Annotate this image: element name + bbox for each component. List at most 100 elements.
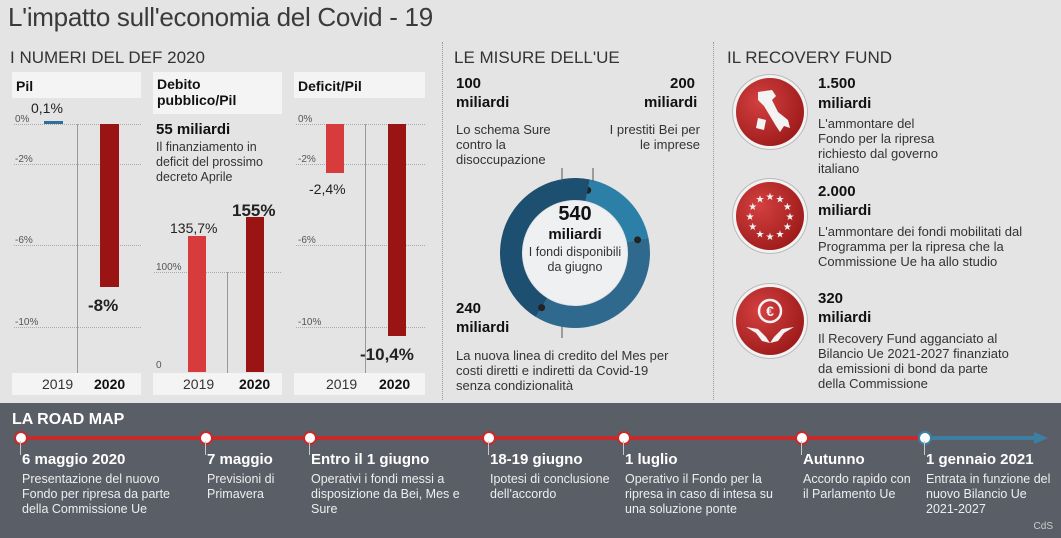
roadmap-dot bbox=[14, 431, 28, 445]
roadmap-item: 7 maggio Previsioni di Primavera bbox=[207, 451, 299, 502]
roadmap-item: 18-19 giugno Ipotesi di conclusione dell… bbox=[490, 451, 610, 502]
roadmap-tick bbox=[20, 441, 21, 455]
section-title-def: I NUMERI DEL DEF 2020 bbox=[10, 48, 205, 67]
roadmap-item: Autunno Accordo rapido con il Parlamento… bbox=[803, 451, 913, 502]
recovery-text: L'ammontare dei fondi mobilitati dal Pro… bbox=[818, 224, 1023, 269]
tick-label: -6% bbox=[298, 235, 316, 246]
donut-center-text: I fondi disponibili da giugno bbox=[528, 245, 622, 274]
star-glyph: ★ bbox=[776, 195, 785, 206]
gridline bbox=[154, 272, 281, 273]
roadmap-tick bbox=[488, 441, 489, 455]
roadmap-date: 18-19 giugno bbox=[490, 451, 583, 468]
roadmap-date: 7 maggio bbox=[207, 451, 273, 468]
tick-label: -6% bbox=[15, 235, 33, 246]
roadmap-item: 6 maggio 2020 Presentazione del nuovo Fo… bbox=[22, 451, 192, 517]
roadmap-text: Entrata in funzione del nuovo Bilancio U… bbox=[926, 472, 1051, 516]
recovery-unit: miliardi bbox=[818, 202, 872, 219]
star-glyph: ★ bbox=[748, 202, 757, 213]
donut-center-unit: miliardi bbox=[548, 226, 602, 243]
roadmap-text: Presentazione del nuovo Fondo per ripres… bbox=[22, 472, 171, 516]
euro-hands-icon: € bbox=[736, 287, 804, 355]
star-glyph: ★ bbox=[746, 212, 755, 223]
data-label-2019: 135,7% bbox=[170, 220, 218, 236]
roadmap-tick bbox=[205, 441, 206, 455]
recovery-text: L'ammontare del Fondo per la ripresa ric… bbox=[818, 116, 938, 176]
roadmap-tick bbox=[924, 441, 925, 455]
roadmap-text: Ipotesi di conclusione dell'accordo bbox=[490, 472, 610, 501]
roadmap-title: LA ROAD MAP bbox=[12, 411, 125, 428]
roadmap-dot bbox=[918, 431, 932, 445]
bar-2019 bbox=[188, 236, 206, 372]
arrow-right-icon bbox=[1034, 432, 1048, 444]
page-title: L'impatto sull'economia del Covid - 19 bbox=[8, 2, 433, 32]
slice-unit: miliardi bbox=[644, 94, 698, 111]
roadmap-date: 6 maggio 2020 bbox=[22, 451, 126, 468]
gridline bbox=[296, 124, 425, 125]
x-tick-label: 2020 bbox=[239, 376, 271, 392]
roadmap-item: Entro il 1 giugno Operativi i fondi mess… bbox=[311, 451, 471, 517]
x-tick-label: 2020 bbox=[379, 376, 411, 392]
bar-2019 bbox=[44, 121, 63, 124]
axis-line bbox=[365, 124, 366, 374]
slice-marker bbox=[634, 236, 642, 244]
tick-label: -10% bbox=[298, 317, 322, 328]
slice-text: I prestiti Bei per le imprese bbox=[609, 122, 700, 152]
italy-map-icon bbox=[736, 78, 804, 146]
slice-text: La nuova linea di credito del Mes per co… bbox=[456, 348, 669, 393]
star-glyph: ★ bbox=[756, 229, 765, 240]
data-label-2020: 155% bbox=[232, 201, 276, 220]
roadmap-dot bbox=[795, 431, 809, 445]
roadmap-date: 1 gennaio 2021 bbox=[926, 451, 1034, 468]
data-label-2020: -10,4% bbox=[360, 345, 414, 364]
x-tick-label: 2019 bbox=[183, 376, 215, 392]
slice-unit: miliardi bbox=[456, 94, 510, 111]
donut-chart bbox=[499, 168, 650, 338]
roadmap-date: Autunno bbox=[803, 451, 865, 468]
tick-label: -10% bbox=[15, 317, 39, 328]
recovery-value: 1.500 bbox=[818, 75, 856, 92]
roadmap-text: Operativo il Fondo per la ripresa in cas… bbox=[625, 472, 773, 516]
star-glyph: ★ bbox=[776, 229, 785, 240]
axis-line bbox=[227, 272, 228, 374]
data-label-2019: -2,4% bbox=[309, 181, 346, 197]
divider-right bbox=[713, 42, 714, 400]
x-tick-label: 2019 bbox=[42, 376, 74, 392]
slice-value: 240 bbox=[456, 300, 482, 317]
divider-left bbox=[442, 42, 443, 400]
recovery-value: 320 bbox=[818, 290, 844, 307]
recovery-text: Il Recovery Fund agganciato al Bilancio … bbox=[818, 331, 1009, 391]
eu-stars-icon: ★ ★ ★ ★ ★ ★ ★ ★ ★ ★ ★ ★ bbox=[736, 182, 804, 250]
roadmap-tick bbox=[309, 441, 310, 455]
donut-slice bbox=[585, 179, 649, 243]
tick-label: 100% bbox=[156, 262, 182, 273]
debt-note-value: 55 miliardi bbox=[156, 121, 231, 138]
recovery-unit: miliardi bbox=[818, 309, 872, 326]
donut-slice bbox=[535, 237, 650, 328]
roadmap-line-future bbox=[924, 436, 1036, 440]
roadmap-dot bbox=[482, 431, 496, 445]
slice-value: 200 bbox=[670, 75, 696, 92]
bar-2020 bbox=[246, 217, 264, 372]
data-label-2020: -8% bbox=[88, 296, 119, 315]
section-title-ue: LE MISURE DELL'UE bbox=[454, 48, 620, 67]
recovery-unit: miliardi bbox=[818, 95, 872, 112]
star-glyph: ★ bbox=[783, 202, 792, 213]
axis-line bbox=[77, 124, 78, 374]
roadmap-item: 1 luglio Operativo il Fondo per la ripre… bbox=[625, 451, 790, 517]
gridline bbox=[296, 164, 425, 165]
donut-center: 540 miliardi I fondi disponibili da giug… bbox=[527, 203, 623, 275]
roadmap-tick bbox=[623, 441, 624, 455]
bar-2020 bbox=[100, 124, 119, 288]
tick-label: 0% bbox=[298, 114, 313, 125]
roadmap-dot bbox=[199, 431, 213, 445]
star-glyph: ★ bbox=[786, 212, 795, 223]
roadmap-date: 1 luglio bbox=[625, 451, 678, 468]
star-glyph: ★ bbox=[766, 192, 775, 203]
slice-value: 100 bbox=[456, 75, 482, 92]
slice-unit: miliardi bbox=[456, 319, 510, 336]
tick-label: -2% bbox=[15, 154, 33, 165]
roadmap-tick bbox=[801, 441, 802, 455]
donut-hole bbox=[523, 201, 627, 305]
roadmap-line bbox=[16, 436, 924, 440]
tick-label: 0% bbox=[15, 114, 30, 125]
